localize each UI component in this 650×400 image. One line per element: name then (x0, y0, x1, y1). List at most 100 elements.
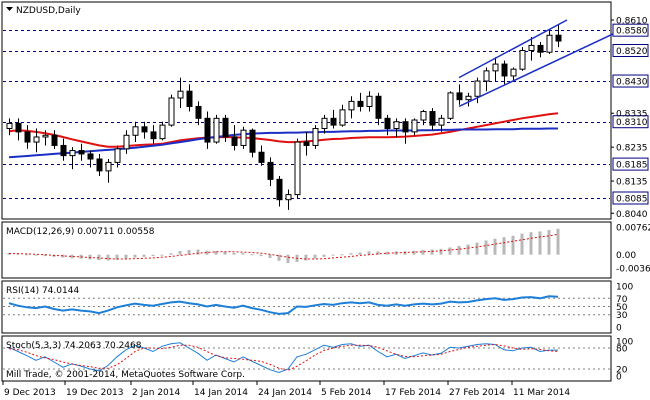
time-tick-label: 27 Feb 2014 (449, 388, 505, 398)
candle-body (393, 121, 400, 129)
candlesticks (6, 25, 562, 210)
candle-body (105, 161, 112, 172)
macd-histogram-bar (214, 251, 218, 255)
macd-histogram-bar (367, 251, 371, 255)
candle (474, 77, 481, 104)
macd-histogram-bar (556, 228, 560, 255)
candle-body (438, 117, 445, 126)
candle (420, 109, 427, 126)
time-tick-label: 11 Mar 2014 (513, 388, 570, 398)
macd-histogram-bar (142, 254, 146, 257)
candle (483, 67, 490, 92)
candle-body (168, 97, 175, 126)
candle (294, 138, 301, 198)
level-label: 0.8085 (616, 195, 648, 205)
candle-body (213, 117, 220, 143)
candle (330, 109, 337, 129)
candle-body (312, 127, 319, 146)
stoch-panel-frame (1, 335, 612, 382)
stoch-tick-label: 0 (616, 373, 622, 383)
trend-channel (458, 19, 622, 108)
macd-histogram-bar (25, 254, 29, 256)
macd-histogram-bar (520, 233, 524, 255)
stoch-series (3, 342, 610, 374)
level-label-box (612, 157, 649, 171)
candle-body (114, 148, 121, 163)
level-label-box (612, 23, 649, 37)
candle-body (159, 124, 166, 140)
candle-body (150, 131, 157, 140)
candle (24, 125, 31, 149)
level-label: 0.8580 (616, 27, 648, 37)
candle (33, 128, 40, 153)
moving-averages (8, 112, 559, 159)
candle (177, 77, 184, 109)
time-tick-label: 14 Jan 2014 (194, 388, 248, 398)
macd-histogram-bar (115, 254, 119, 260)
candle-body (51, 134, 58, 146)
candle (285, 189, 292, 210)
macd-histogram-bar (529, 232, 533, 255)
candle-body (447, 92, 454, 119)
candle (501, 60, 508, 85)
candle-body (276, 178, 283, 201)
candle-body (537, 44, 544, 53)
macd-histogram-bar (439, 248, 443, 255)
macd-histogram-bar (493, 238, 497, 255)
stoch-tick-label: 100 (616, 338, 633, 348)
candle (231, 125, 238, 151)
candle (15, 118, 22, 141)
macd-histogram-bar (511, 235, 515, 255)
time-tick-label: 19 Dec 2013 (66, 388, 124, 398)
candle (240, 126, 247, 149)
macd-histogram-bar (151, 254, 155, 257)
level-label: 0.8310 (616, 118, 648, 128)
candle (510, 67, 517, 82)
price-tick-label: 0.8135 (616, 178, 648, 188)
level-label-box (612, 74, 649, 88)
candle (492, 57, 499, 82)
macd-panel-frame (1, 221, 612, 279)
candle-body (384, 117, 391, 129)
candle (429, 108, 436, 131)
macd-histogram-bar (331, 254, 335, 256)
macd-histogram-bar (187, 249, 191, 255)
candle-body (42, 134, 49, 138)
macd-histogram-bar (169, 253, 173, 255)
candle (555, 25, 562, 48)
candle (204, 111, 211, 149)
candle-body (510, 68, 517, 77)
candle (78, 143, 85, 161)
candle (276, 175, 283, 207)
macd-histogram-bar (97, 254, 101, 261)
macd-histogram-bar (502, 237, 506, 255)
candle (222, 114, 229, 143)
dropdown-triangle-icon[interactable] (6, 7, 13, 11)
macd-histogram-bar (475, 242, 479, 255)
candle-body (519, 50, 526, 70)
candle-body (240, 129, 247, 146)
macd-tick-label: 0.00 (616, 251, 636, 261)
candle-body (501, 63, 508, 77)
macd-histogram-bar (277, 254, 281, 261)
macd-histogram-bar (376, 251, 380, 255)
candle-body (429, 111, 436, 126)
channel-lower-line (458, 29, 622, 108)
macd-histogram-bar (466, 244, 470, 255)
candle-body (456, 92, 463, 101)
macd-histogram-bar (232, 252, 236, 255)
candle-body (69, 150, 76, 157)
level-label-box (612, 191, 649, 205)
candle (366, 91, 373, 112)
level-label: 0.8430 (616, 78, 648, 88)
macd-histogram-bar (340, 254, 344, 256)
candle (393, 118, 400, 137)
candle-body (6, 122, 13, 129)
candle-body (330, 117, 337, 126)
stoch-signal-line (8, 343, 559, 371)
level-label-box (612, 44, 649, 58)
candle (195, 101, 202, 126)
candle-body (249, 129, 256, 153)
macd-histogram-bar (133, 254, 137, 258)
